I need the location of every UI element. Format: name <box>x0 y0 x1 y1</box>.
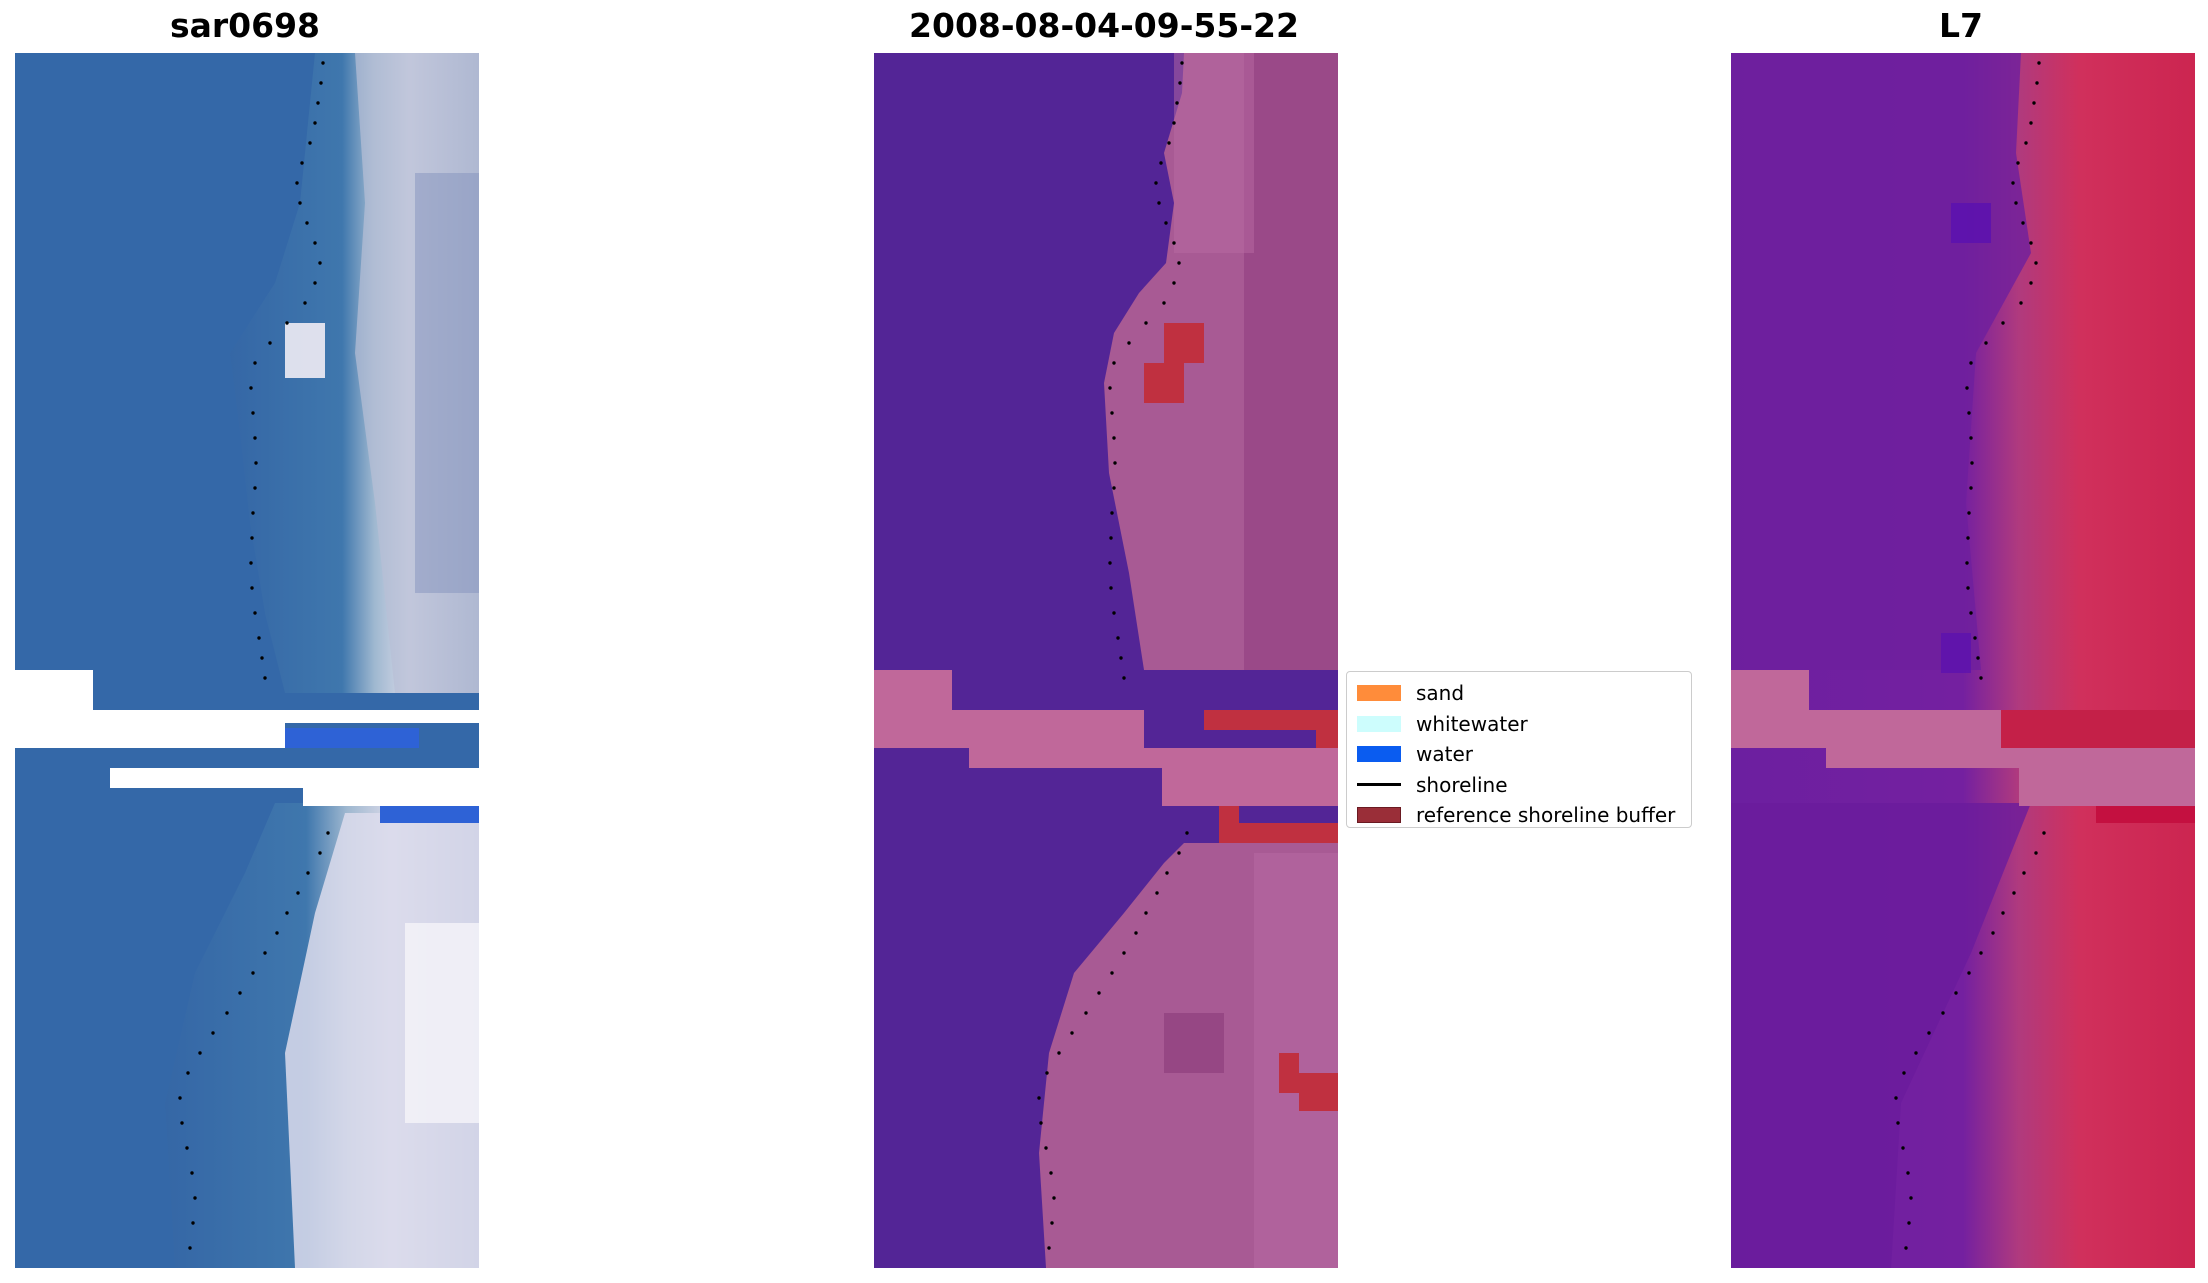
legend-item-shoreline: shoreline <box>1357 770 1681 801</box>
rgb-image <box>15 53 479 1268</box>
legend: sand whitewater water shoreline referenc… <box>1346 671 1692 828</box>
shoreline-line-swatch <box>1357 783 1401 787</box>
sand-swatch <box>1357 685 1401 702</box>
panel-title-index: L7 <box>1939 6 1983 45</box>
panel-title-classified: 2008-08-04-09-55-22 <box>909 6 1299 45</box>
legend-item-water: water <box>1357 739 1681 770</box>
classified-image-panel <box>874 53 1338 1268</box>
legend-label: water <box>1416 742 1473 767</box>
shoreline-trace <box>178 61 330 1250</box>
reference-buffer-patch <box>1164 323 1204 363</box>
shoreline-trace <box>1037 61 1189 1250</box>
panel-title-rgb: sar0698 <box>169 6 321 45</box>
legend-item-reference-buffer: reference shoreline buffer <box>1357 800 1681 831</box>
rgb-image-panel <box>15 53 479 1268</box>
nodata-stripe <box>15 670 93 710</box>
legend-label: shoreline <box>1416 772 1508 797</box>
legend-label: reference shoreline buffer <box>1416 803 1676 828</box>
legend-item-whitewater: whitewater <box>1357 709 1681 740</box>
water-swatch <box>1357 746 1401 763</box>
index-image <box>1731 53 2195 1268</box>
shoreline-trace <box>1894 61 2046 1250</box>
legend-item-sand: sand <box>1357 678 1681 709</box>
reference-buffer-swatch <box>1357 807 1401 824</box>
whitewater-swatch <box>1357 715 1401 732</box>
index-image-panel <box>1731 53 2195 1268</box>
nodata-band <box>1731 670 1809 710</box>
legend-label: whitewater <box>1416 711 1528 736</box>
legend-label: sand <box>1416 681 1465 706</box>
nodata-band <box>874 670 952 710</box>
classified-image <box>874 53 1338 1268</box>
